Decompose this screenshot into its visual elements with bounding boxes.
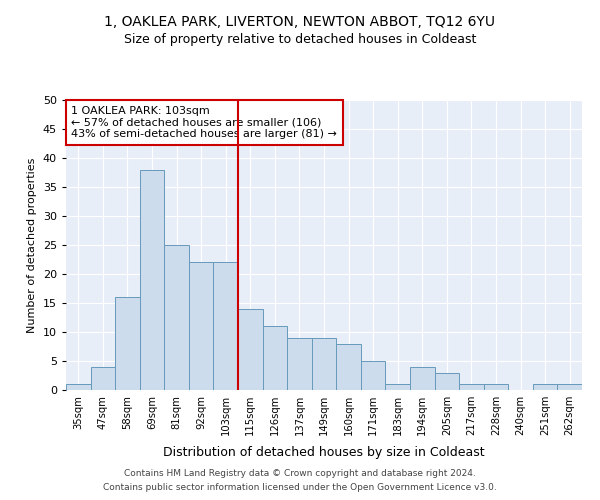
Bar	[115, 297, 140, 390]
Text: Contains public sector information licensed under the Open Government Licence v3: Contains public sector information licen…	[103, 484, 497, 492]
Bar	[361, 361, 385, 390]
Bar	[484, 384, 508, 390]
Bar	[557, 384, 582, 390]
Bar	[336, 344, 361, 390]
Text: Size of property relative to detached houses in Coldeast: Size of property relative to detached ho…	[124, 32, 476, 46]
Bar	[214, 262, 238, 390]
Bar	[263, 326, 287, 390]
Bar	[385, 384, 410, 390]
Bar	[287, 338, 312, 390]
Bar	[140, 170, 164, 390]
Bar	[312, 338, 336, 390]
Text: 1 OAKLEA PARK: 103sqm
← 57% of detached houses are smaller (106)
43% of semi-det: 1 OAKLEA PARK: 103sqm ← 57% of detached …	[71, 106, 337, 139]
Y-axis label: Number of detached properties: Number of detached properties	[27, 158, 37, 332]
Bar	[434, 372, 459, 390]
Bar	[164, 245, 189, 390]
Bar	[238, 309, 263, 390]
Text: 1, OAKLEA PARK, LIVERTON, NEWTON ABBOT, TQ12 6YU: 1, OAKLEA PARK, LIVERTON, NEWTON ABBOT, …	[104, 15, 496, 29]
Bar	[459, 384, 484, 390]
Text: Contains HM Land Registry data © Crown copyright and database right 2024.: Contains HM Land Registry data © Crown c…	[124, 468, 476, 477]
Bar	[410, 367, 434, 390]
X-axis label: Distribution of detached houses by size in Coldeast: Distribution of detached houses by size …	[163, 446, 485, 460]
Bar	[66, 384, 91, 390]
Bar	[189, 262, 214, 390]
Bar	[533, 384, 557, 390]
Bar	[91, 367, 115, 390]
